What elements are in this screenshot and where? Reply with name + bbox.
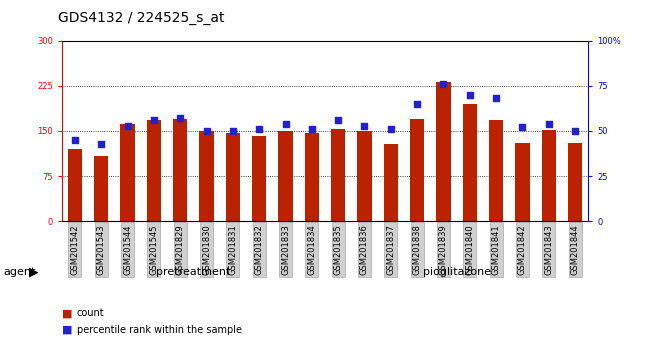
- Point: [333, 117, 343, 123]
- Text: GDS4132 / 224525_s_at: GDS4132 / 224525_s_at: [58, 11, 225, 25]
- Point: [227, 128, 238, 134]
- Text: pretreatment: pretreatment: [156, 267, 231, 277]
- Text: pioglitazone: pioglitazone: [422, 267, 491, 277]
- Point: [149, 117, 159, 123]
- Bar: [252, 136, 266, 221]
- Point: [465, 92, 475, 98]
- Point: [491, 96, 501, 101]
- Point: [70, 137, 80, 143]
- Text: count: count: [77, 308, 104, 318]
- Point: [359, 123, 370, 129]
- Point: [543, 121, 554, 127]
- Text: ■: ■: [62, 325, 72, 335]
- Bar: [410, 119, 424, 221]
- Bar: [94, 156, 109, 221]
- Bar: [384, 144, 398, 221]
- Bar: [515, 143, 530, 221]
- Bar: [305, 133, 319, 221]
- Text: ■: ■: [62, 308, 72, 318]
- Point: [438, 81, 448, 87]
- Text: ▶: ▶: [29, 265, 38, 278]
- Point: [280, 121, 291, 127]
- Point: [175, 115, 185, 121]
- Point: [385, 126, 396, 132]
- Bar: [436, 82, 450, 221]
- Point: [254, 126, 265, 132]
- Text: agent: agent: [3, 267, 36, 277]
- Point: [517, 125, 528, 130]
- Bar: [120, 124, 135, 221]
- Bar: [200, 131, 214, 221]
- Bar: [147, 120, 161, 221]
- Bar: [173, 119, 187, 221]
- Point: [122, 123, 133, 129]
- Point: [307, 126, 317, 132]
- Bar: [568, 143, 582, 221]
- Point: [412, 101, 423, 107]
- Bar: [68, 149, 82, 221]
- Bar: [331, 129, 345, 221]
- Point: [202, 128, 212, 134]
- Bar: [541, 130, 556, 221]
- Bar: [489, 120, 503, 221]
- Bar: [278, 131, 292, 221]
- Bar: [358, 131, 372, 221]
- Text: percentile rank within the sample: percentile rank within the sample: [77, 325, 242, 335]
- Bar: [463, 104, 477, 221]
- Point: [96, 141, 107, 147]
- Point: [570, 128, 580, 134]
- Bar: [226, 133, 240, 221]
